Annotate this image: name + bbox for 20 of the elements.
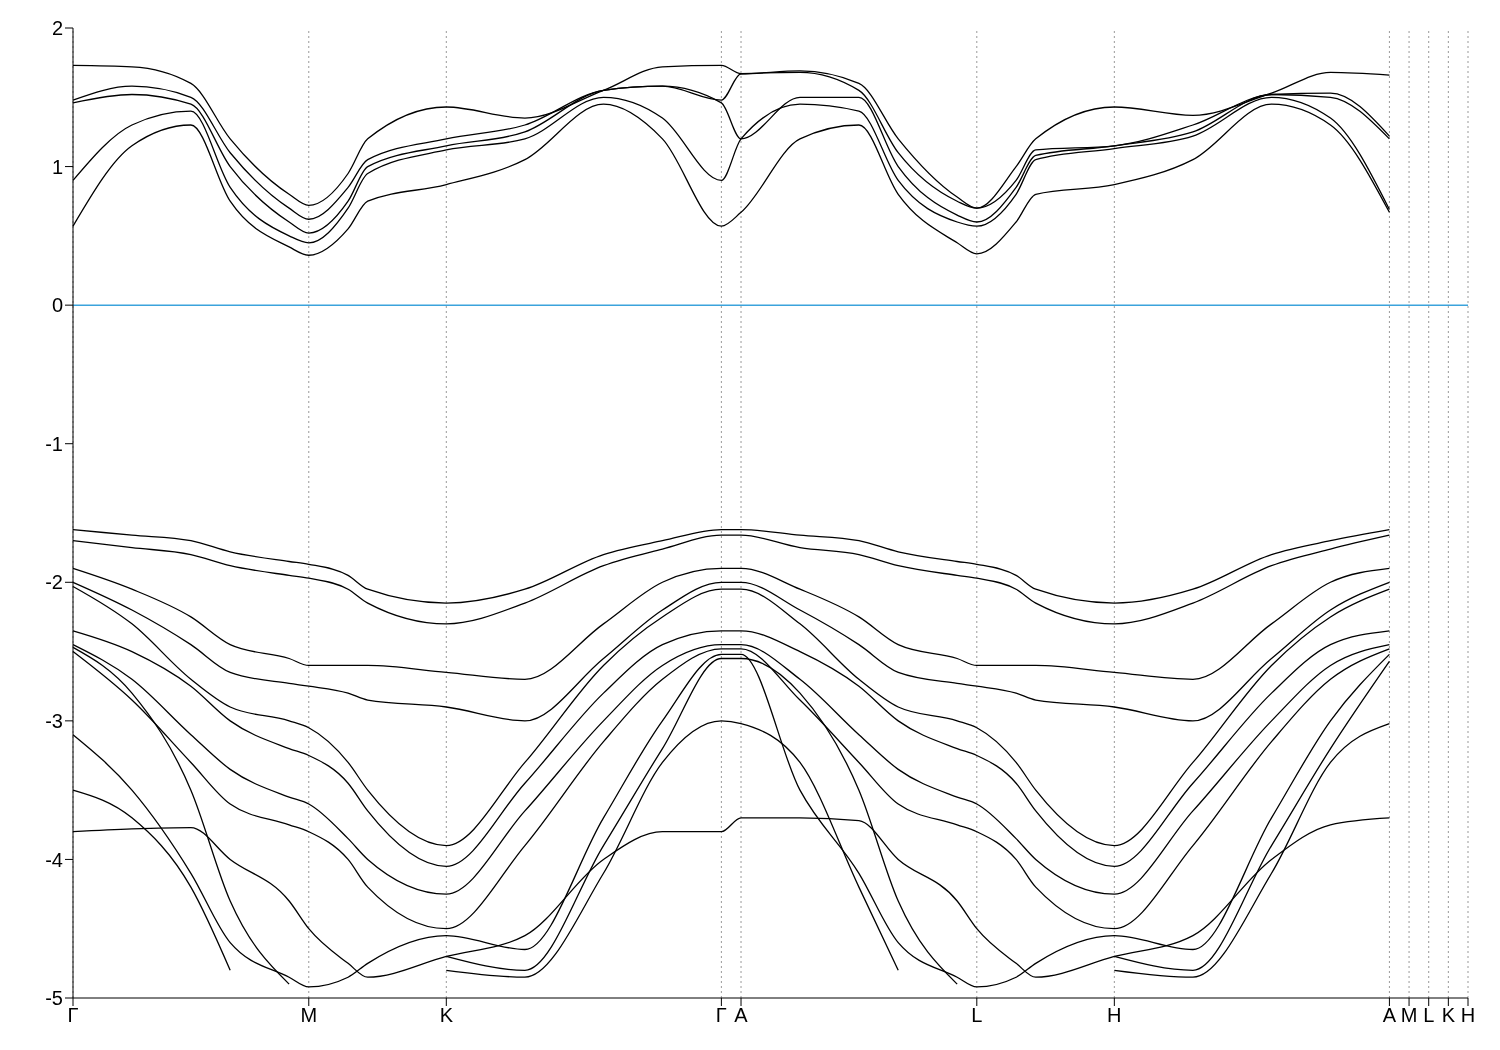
y-tick-label: 2 <box>51 17 63 40</box>
x-tick-label: Γ <box>67 1004 79 1027</box>
y-tick-label: -2 <box>45 571 63 594</box>
x-tick-label: K <box>1441 1004 1456 1027</box>
y-tick-label: -4 <box>45 848 63 871</box>
x-tick-label: A <box>1382 1004 1397 1027</box>
x-tick-label: K <box>439 1004 454 1027</box>
y-tick-label: 1 <box>51 155 63 178</box>
x-tick-label: A <box>734 1004 749 1027</box>
y-tick-label: -3 <box>45 709 63 732</box>
x-tick-label: H <box>1107 1004 1122 1027</box>
y-tick-label: 0 <box>51 294 63 317</box>
x-tick-label: M <box>1400 1004 1418 1027</box>
x-tick-label: Γ <box>715 1004 727 1027</box>
y-tick-label: -5 <box>45 987 63 1010</box>
x-tick-label: L <box>1423 1004 1435 1027</box>
x-tick-label: H <box>1460 1004 1476 1027</box>
x-tick-label: L <box>971 1004 983 1027</box>
x-tick-label: M <box>300 1004 318 1027</box>
y-tick-label: -1 <box>45 432 63 455</box>
